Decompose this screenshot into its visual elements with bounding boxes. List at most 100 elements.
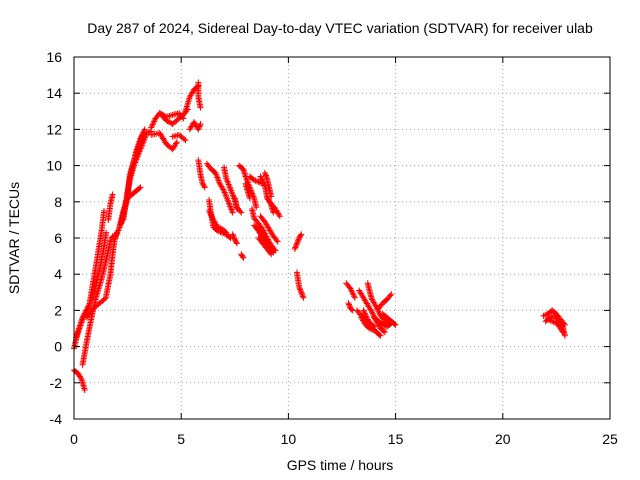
data-point bbox=[141, 126, 148, 133]
data-point bbox=[368, 326, 375, 333]
data-point bbox=[109, 191, 116, 198]
data-point bbox=[173, 140, 180, 147]
data-point bbox=[263, 173, 270, 180]
data-point bbox=[297, 287, 304, 294]
data-point bbox=[544, 316, 551, 323]
data-point bbox=[230, 232, 237, 239]
data-point bbox=[85, 305, 92, 312]
data-point bbox=[295, 237, 302, 244]
data-point bbox=[251, 177, 258, 184]
y-tick-label: 8 bbox=[54, 194, 62, 210]
data-point bbox=[197, 104, 204, 111]
data-point bbox=[253, 204, 260, 211]
data-point bbox=[270, 209, 277, 216]
data-point bbox=[293, 241, 300, 248]
data-point bbox=[197, 120, 204, 127]
data-point bbox=[292, 243, 299, 250]
data-point bbox=[108, 235, 115, 242]
data-point bbox=[233, 240, 240, 247]
data-point bbox=[297, 286, 304, 293]
data-point bbox=[195, 125, 202, 132]
y-tick-label: 10 bbox=[46, 158, 62, 174]
data-point bbox=[164, 118, 171, 125]
data-point bbox=[233, 239, 240, 246]
data-point bbox=[377, 332, 384, 339]
data-point bbox=[262, 171, 269, 178]
data-point bbox=[268, 193, 275, 200]
data-point bbox=[346, 302, 353, 309]
data-point bbox=[261, 169, 268, 176]
data-point bbox=[388, 320, 395, 327]
data-point bbox=[223, 229, 230, 236]
x-tick-label: 25 bbox=[602, 431, 618, 447]
data-point bbox=[216, 224, 223, 231]
data-point bbox=[222, 228, 229, 235]
data-point bbox=[270, 249, 277, 256]
data-point bbox=[196, 122, 203, 129]
data-point bbox=[275, 211, 282, 218]
data-point bbox=[291, 245, 298, 252]
data-point bbox=[214, 224, 221, 231]
data-point bbox=[559, 329, 566, 336]
data-point bbox=[269, 248, 276, 255]
data-point bbox=[173, 139, 180, 146]
data-point bbox=[388, 291, 395, 298]
data-point bbox=[561, 332, 568, 339]
data-point bbox=[549, 313, 556, 320]
data-point bbox=[549, 318, 556, 325]
data-point bbox=[371, 327, 378, 334]
data-point bbox=[238, 209, 245, 216]
data-point bbox=[550, 318, 557, 325]
chart-title: Day 287 of 2024, Sidereal Day-to-day VTE… bbox=[87, 20, 593, 36]
data-point bbox=[351, 294, 358, 301]
y-tick-label: 14 bbox=[46, 85, 62, 101]
x-tick-label: 0 bbox=[70, 431, 78, 447]
data-point bbox=[165, 118, 172, 125]
data-point bbox=[252, 177, 259, 184]
data-point bbox=[81, 387, 88, 394]
data-point bbox=[196, 123, 203, 130]
x-axis-label: GPS time / hours bbox=[287, 457, 394, 473]
data-point bbox=[101, 207, 108, 214]
tick-labels: 0 5 10 15 20 25 -4 -2 0 2 4 6 8 10 12 14 16 bbox=[46, 49, 618, 447]
data-point bbox=[230, 234, 237, 241]
data-point bbox=[136, 185, 143, 192]
data-point bbox=[299, 292, 306, 299]
data-point bbox=[547, 317, 554, 324]
data-point bbox=[292, 244, 299, 251]
data-point bbox=[392, 321, 399, 328]
data-point bbox=[387, 292, 394, 299]
data-point bbox=[239, 253, 246, 260]
x-tick-label: 10 bbox=[281, 431, 297, 447]
data-point bbox=[298, 231, 305, 238]
y-tick-label: 16 bbox=[46, 49, 62, 65]
data-point bbox=[366, 325, 373, 332]
y-axis-label: SDTVAR / TECUs bbox=[6, 182, 22, 294]
data-point bbox=[195, 126, 202, 133]
data-point bbox=[201, 184, 208, 191]
x-tick-label: 5 bbox=[177, 431, 185, 447]
data-point bbox=[276, 213, 283, 220]
data-point bbox=[369, 326, 376, 333]
data-point bbox=[381, 329, 388, 336]
y-tick-label: -2 bbox=[50, 375, 63, 391]
data-point bbox=[255, 178, 262, 185]
data-point bbox=[246, 195, 253, 202]
data-point bbox=[295, 236, 302, 243]
data-point bbox=[229, 231, 236, 238]
grid bbox=[74, 57, 610, 419]
data-point bbox=[237, 208, 244, 215]
data-point bbox=[348, 306, 355, 313]
data-point bbox=[296, 285, 303, 292]
data-point bbox=[298, 289, 305, 296]
data-point bbox=[559, 327, 566, 334]
x-tick-label: 15 bbox=[388, 431, 404, 447]
data-point bbox=[182, 137, 189, 144]
data-point bbox=[201, 183, 208, 190]
data-point bbox=[546, 317, 553, 324]
data-point bbox=[297, 232, 304, 239]
axis-ticks bbox=[73, 56, 611, 420]
data-point bbox=[376, 331, 383, 338]
y-tick-label: 6 bbox=[54, 230, 62, 246]
